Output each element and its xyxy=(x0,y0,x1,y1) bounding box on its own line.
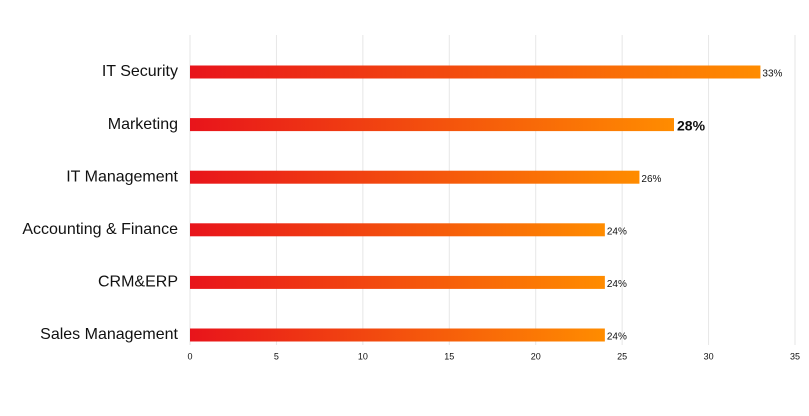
x-tick-label: 10 xyxy=(358,351,368,361)
x-tick-label: 35 xyxy=(790,351,800,361)
value-label: 28% xyxy=(677,117,706,133)
x-tick-label: 20 xyxy=(531,351,541,361)
bar xyxy=(190,65,761,79)
x-tick-label: 15 xyxy=(444,351,454,361)
x-tick-label: 0 xyxy=(187,351,192,361)
category-label: Sales Management xyxy=(40,326,178,343)
value-label: 33% xyxy=(762,69,782,80)
x-tick-label: 30 xyxy=(704,351,714,361)
bar xyxy=(190,170,640,184)
category-label: CRM&ERP xyxy=(98,274,178,291)
bar xyxy=(190,275,605,289)
bar xyxy=(190,223,605,237)
category-label: Marketing xyxy=(108,116,178,133)
value-label: 26% xyxy=(641,174,661,185)
bar xyxy=(190,328,605,342)
value-label: 24% xyxy=(607,279,627,290)
category-label: IT Management xyxy=(66,168,178,185)
bar xyxy=(190,118,674,132)
value-label: 24% xyxy=(607,226,627,237)
category-label: Accounting & Finance xyxy=(22,221,178,238)
category-label: IT Security xyxy=(102,63,178,80)
value-label: 24% xyxy=(607,332,627,343)
x-tick-label: 5 xyxy=(274,351,279,361)
x-tick-label: 25 xyxy=(617,351,627,361)
